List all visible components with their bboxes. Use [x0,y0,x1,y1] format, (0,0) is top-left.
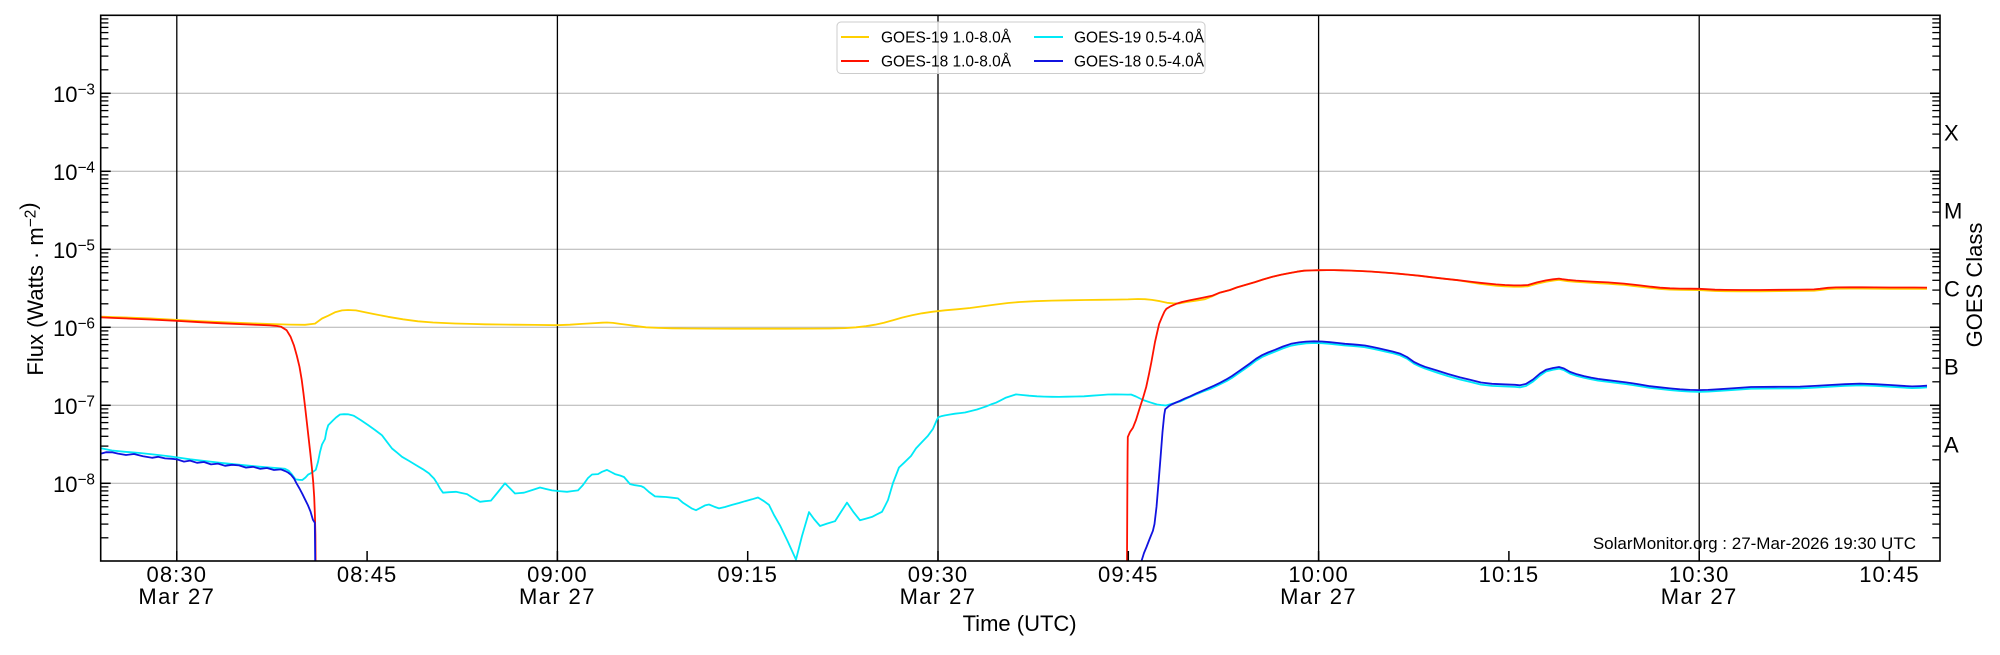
svg-text:08:30: 08:30 [147,562,208,587]
svg-text:10−6: 10−6 [53,316,95,342]
svg-text:Mar 27: Mar 27 [138,584,215,609]
svg-text:Mar 27: Mar 27 [519,584,596,609]
svg-text:Mar 27: Mar 27 [1280,584,1357,609]
svg-text:GOES-19 0.5-4.0Å: GOES-19 0.5-4.0Å [1074,30,1205,47]
svg-text:X: X [1944,120,1959,145]
svg-text:Mar 27: Mar 27 [1661,584,1738,609]
svg-text:09:30: 09:30 [908,562,969,587]
svg-text:09:00: 09:00 [527,562,588,587]
svg-text:08:45: 08:45 [337,562,398,587]
svg-text:09:45: 09:45 [1098,562,1159,587]
svg-text:M: M [1944,198,1962,223]
svg-text:10:00: 10:00 [1288,562,1349,587]
svg-text:09:15: 09:15 [717,562,778,587]
svg-text:C: C [1944,276,1960,301]
svg-text:GOES Class: GOES Class [1962,223,1987,348]
svg-text:10:30: 10:30 [1669,562,1730,587]
svg-text:GOES-18 0.5-4.0Å: GOES-18 0.5-4.0Å [1074,54,1205,71]
svg-text:GOES-19 1.0-8.0Å: GOES-19 1.0-8.0Å [881,30,1012,47]
svg-text:GOES-18 1.0-8.0Å: GOES-18 1.0-8.0Å [881,54,1012,71]
svg-text:A: A [1944,432,1959,457]
svg-text:B: B [1944,354,1959,379]
svg-text:10:45: 10:45 [1859,562,1920,587]
svg-text:SolarMonitor.org : 27-Mar-2026: SolarMonitor.org : 27-Mar-2026 19:30 UTC [1593,534,1916,553]
svg-text:10:15: 10:15 [1479,562,1540,587]
svg-text:Mar 27: Mar 27 [900,584,977,609]
svg-text:Time (UTC): Time (UTC) [963,611,1077,636]
